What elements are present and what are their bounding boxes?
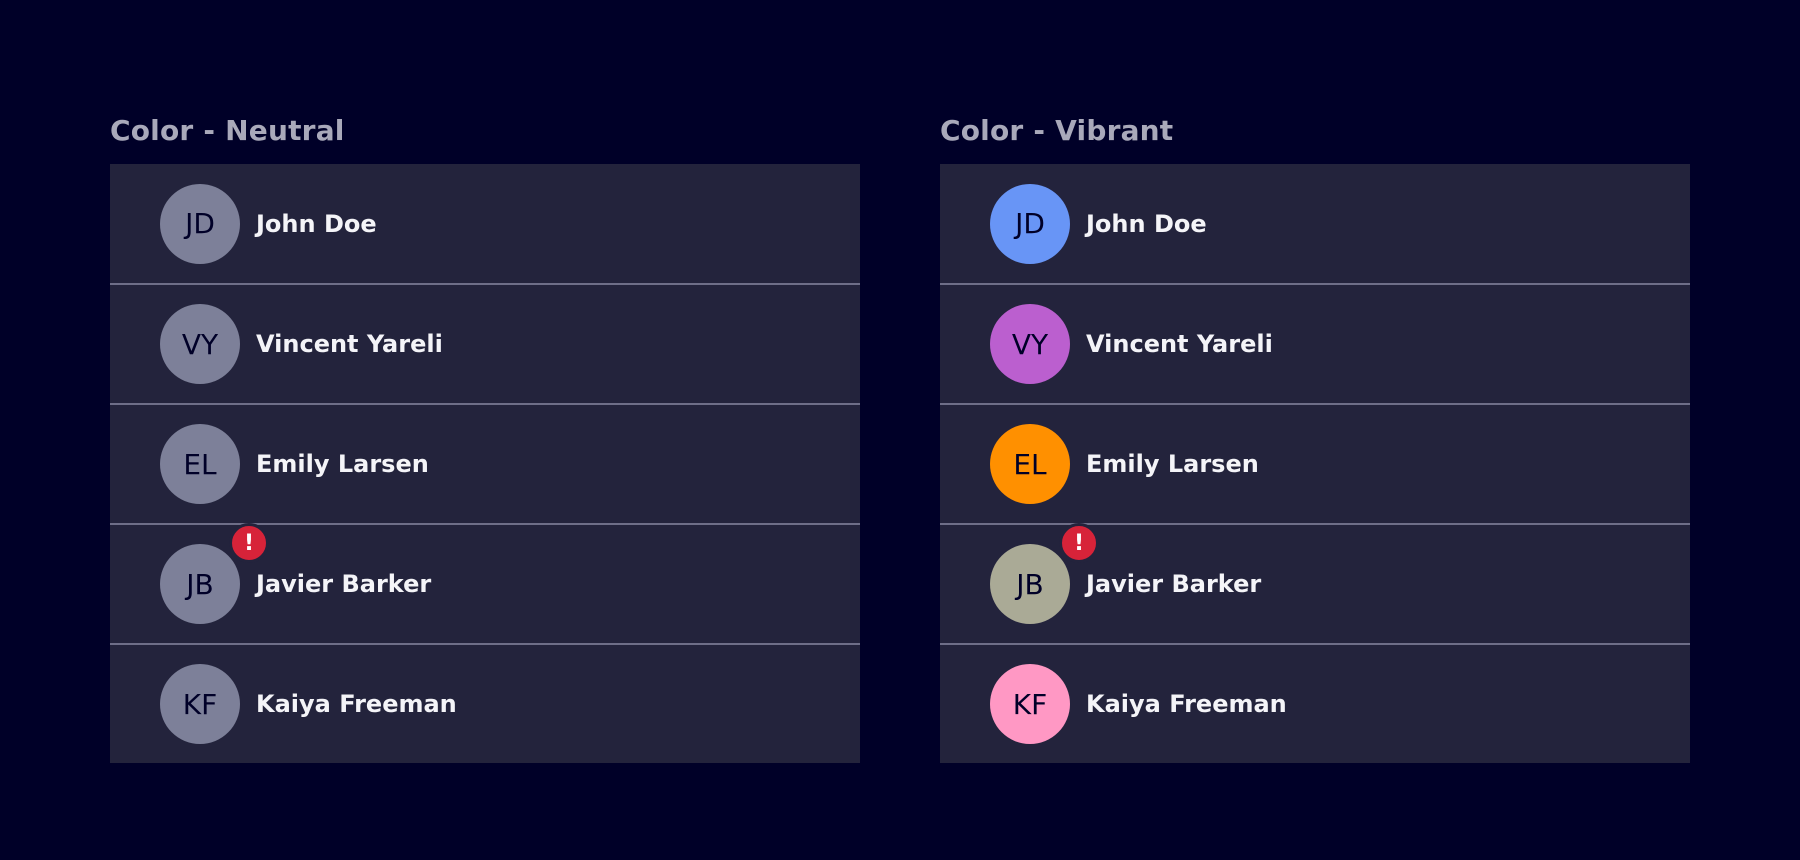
section-neutral: Color - Neutral JD John Doe VY Vincent Yare… — [110, 110, 860, 763]
avatar-initials: JB — [186, 567, 214, 601]
avatar: VY — [160, 304, 240, 384]
list-item[interactable]: EL Emily Larsen — [940, 403, 1690, 523]
avatar: JB! — [160, 523, 269, 624]
user-name: Kaiya Freeman — [256, 690, 457, 718]
user-name: Javier Barker — [1086, 570, 1262, 598]
user-name: Emily Larsen — [1086, 450, 1259, 478]
avatar-initials: JD — [185, 207, 215, 240]
list-item[interactable]: VY Vincent Yareli — [110, 283, 860, 403]
user-name: Vincent Yareli — [256, 330, 443, 358]
user-name: Javier Barker — [256, 570, 432, 598]
list-item[interactable]: KF Kaiya Freeman — [940, 643, 1690, 763]
section-vibrant: Color - Vibrant JD John Doe VY Vincent Yare… — [940, 110, 1690, 763]
avatar-initials: EL — [183, 447, 217, 481]
list-item[interactable]: JD John Doe — [110, 164, 860, 283]
list-item[interactable]: EL Emily Larsen — [110, 403, 860, 523]
avatar: JD — [990, 183, 1070, 264]
list-item[interactable]: JB! Javier Barker — [940, 523, 1690, 643]
list-item[interactable]: VY Vincent Yareli — [940, 283, 1690, 403]
avatar-initials: KF — [182, 687, 218, 721]
avatar-list: JD John Doe VY Vincent Yareli EL Emily Larsen… — [940, 164, 1690, 763]
avatar: EL — [160, 424, 240, 504]
avatar: JB! — [990, 523, 1099, 624]
user-name: Vincent Yareli — [1086, 330, 1273, 358]
avatar: EL — [990, 424, 1070, 504]
user-name: Kaiya Freeman — [1086, 690, 1287, 718]
user-name: John Doe — [1086, 209, 1207, 238]
avatar: KF — [990, 664, 1070, 744]
exclamation-icon: ! — [229, 523, 269, 563]
avatar-initials: JB — [1016, 567, 1044, 601]
avatar: JD — [160, 183, 240, 264]
avatar-initials: EL — [1013, 447, 1047, 481]
avatar-initials: VY — [1011, 327, 1049, 361]
list-item[interactable]: JB! Javier Barker — [110, 523, 860, 643]
avatar-list: JD John Doe VY Vincent Yareli EL Emily Larsen… — [110, 164, 860, 763]
avatar-initials: VY — [181, 327, 219, 361]
list-item[interactable]: JD John Doe — [940, 164, 1690, 283]
list-item[interactable]: KF Kaiya Freeman — [110, 643, 860, 763]
exclamation-icon: ! — [1059, 523, 1099, 563]
avatar: VY — [990, 304, 1070, 384]
avatar-initials: JD — [1015, 207, 1045, 240]
avatar-initials: KF — [1012, 687, 1048, 721]
avatar: KF — [160, 664, 240, 744]
user-name: Emily Larsen — [256, 450, 429, 478]
user-name: John Doe — [256, 209, 377, 238]
section-title: Color - Vibrant — [940, 114, 1174, 147]
section-title: Color - Neutral — [110, 114, 345, 147]
